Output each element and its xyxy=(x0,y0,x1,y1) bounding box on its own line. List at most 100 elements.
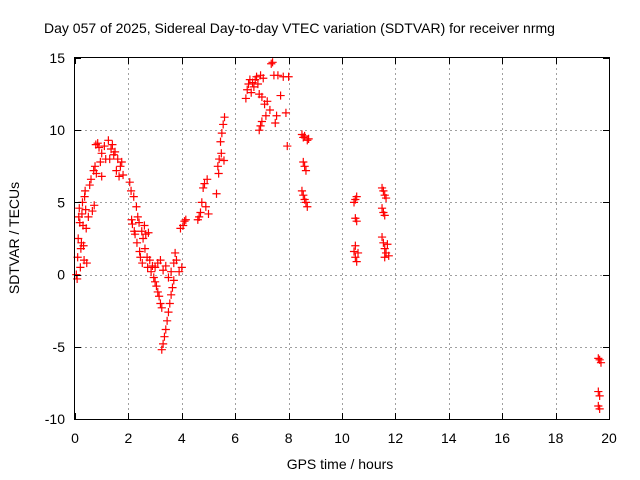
data-point xyxy=(380,253,389,262)
data-point xyxy=(596,358,606,367)
data-point xyxy=(93,139,102,148)
data-point xyxy=(379,186,388,195)
data-point xyxy=(73,253,82,262)
data-point xyxy=(304,134,313,143)
data-point xyxy=(163,316,172,325)
y-tick-label: 5 xyxy=(57,194,65,210)
data-point xyxy=(86,175,96,184)
data-point xyxy=(303,136,312,145)
y-tick-label: 0 xyxy=(57,267,65,283)
data-point xyxy=(273,71,283,80)
data-point xyxy=(383,240,392,249)
data-point xyxy=(165,299,174,308)
data-point xyxy=(349,247,359,256)
data-point xyxy=(247,88,256,97)
data-point xyxy=(261,111,271,120)
data-point xyxy=(127,215,136,224)
x-tick-label: 12 xyxy=(388,430,404,446)
y-tick-label: 15 xyxy=(49,50,65,66)
data-point xyxy=(167,267,176,276)
data-point xyxy=(351,253,360,262)
data-point xyxy=(97,149,106,158)
x-tick-label: 20 xyxy=(601,430,617,446)
x-axis-label: GPS time / hours xyxy=(287,456,394,472)
data-point xyxy=(301,166,311,175)
data-point xyxy=(180,217,189,226)
data-point xyxy=(594,354,603,363)
data-point xyxy=(377,204,387,213)
data-point xyxy=(75,204,84,213)
data-point xyxy=(219,156,229,165)
data-point xyxy=(140,221,149,230)
data-point xyxy=(126,186,136,195)
data-point xyxy=(90,162,100,171)
data-point xyxy=(219,120,228,129)
data-point xyxy=(134,218,144,227)
data-point xyxy=(271,118,280,128)
data-point xyxy=(149,273,158,282)
data-point xyxy=(595,404,604,413)
x-tick-label: 0 xyxy=(71,430,79,446)
data-point xyxy=(138,234,148,243)
chart-title: Day 057 of 2025, Sidereal Day-to-day VTE… xyxy=(44,20,555,36)
data-point xyxy=(169,276,178,285)
data-point xyxy=(136,253,145,262)
data-point xyxy=(146,267,156,276)
data-point xyxy=(144,228,153,237)
data-point xyxy=(112,166,121,175)
axis-ticks xyxy=(75,58,610,420)
data-point xyxy=(84,212,93,221)
data-point xyxy=(130,230,140,239)
data-point xyxy=(181,215,190,224)
grid xyxy=(75,58,609,419)
data-point xyxy=(214,169,223,178)
data-point xyxy=(220,113,229,122)
data-point xyxy=(381,193,391,203)
data-point xyxy=(79,241,88,250)
data-point xyxy=(160,332,169,341)
data-point xyxy=(132,238,142,247)
data-point xyxy=(281,108,291,117)
data-point xyxy=(268,58,277,67)
data-point xyxy=(212,189,221,198)
data-point xyxy=(108,140,117,149)
data-point xyxy=(172,256,181,265)
data-point xyxy=(88,206,97,216)
data-point xyxy=(77,209,87,219)
data-point xyxy=(110,147,120,156)
data-point xyxy=(265,105,275,115)
y-axis-label: SDTVAR / TECUs xyxy=(6,182,22,294)
data-point xyxy=(257,117,266,126)
data-point xyxy=(351,241,360,250)
data-point xyxy=(244,79,253,89)
data-point xyxy=(97,172,106,181)
data-point xyxy=(161,261,170,271)
x-tick-label: 18 xyxy=(548,430,564,446)
data-point xyxy=(100,141,109,151)
y-tick-labels: -10 -5 0 5 10 15 xyxy=(45,50,65,427)
data-point xyxy=(82,258,91,268)
data-point xyxy=(196,208,205,217)
data-point xyxy=(72,270,81,279)
data-point xyxy=(303,202,312,211)
data-point xyxy=(96,157,105,167)
x-tick-label: 4 xyxy=(178,430,186,446)
data-point xyxy=(94,143,104,152)
x-tick-label: 10 xyxy=(334,430,350,446)
data-point xyxy=(164,273,173,282)
data-point xyxy=(195,212,204,221)
data-point xyxy=(283,141,292,151)
data-points xyxy=(72,58,606,413)
data-point xyxy=(200,179,209,188)
data-point xyxy=(377,232,387,242)
data-point xyxy=(263,97,272,106)
y-tick-label: -5 xyxy=(53,339,66,355)
data-point xyxy=(156,256,165,265)
data-point xyxy=(151,263,160,272)
data-point xyxy=(128,219,137,229)
data-point xyxy=(157,345,166,354)
data-point xyxy=(157,303,166,312)
data-point xyxy=(105,154,114,164)
data-point xyxy=(74,234,83,243)
x-tick-labels: 0 2 4 6 8 10 12 14 16 18 20 xyxy=(71,430,617,446)
